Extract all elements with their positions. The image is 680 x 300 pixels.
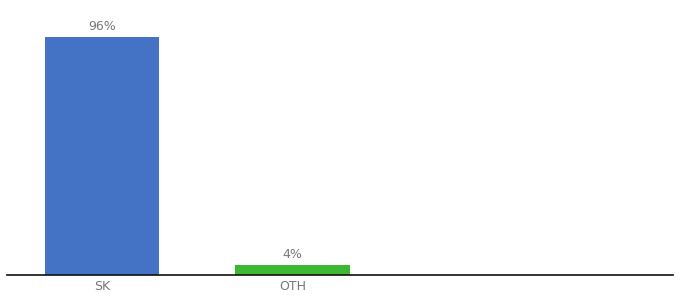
Bar <box>235 265 350 275</box>
Text: 4%: 4% <box>282 248 303 261</box>
Bar <box>45 37 159 274</box>
Text: 96%: 96% <box>88 20 116 33</box>
